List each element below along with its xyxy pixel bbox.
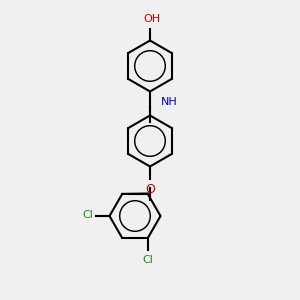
Text: OH: OH — [143, 14, 160, 24]
Text: Cl: Cl — [142, 255, 153, 265]
Text: Cl: Cl — [82, 209, 93, 220]
Text: NH: NH — [160, 97, 177, 107]
Text: O: O — [145, 183, 155, 196]
